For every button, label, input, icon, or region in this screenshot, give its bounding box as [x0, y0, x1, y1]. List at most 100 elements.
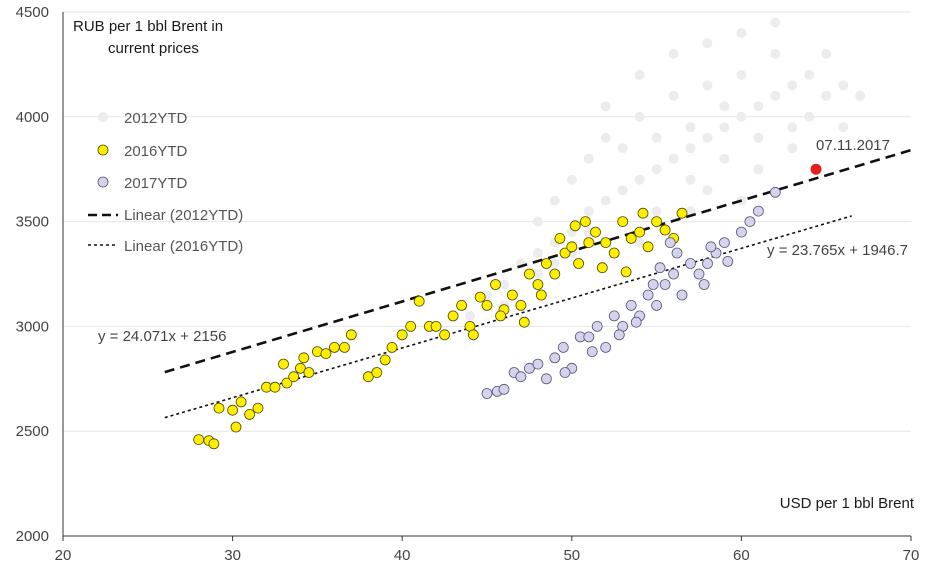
point-2012ytd-15 [634, 174, 645, 185]
x-axis-label: USD per 1 bbl Brent [780, 495, 915, 512]
point-2012ytd-40 [838, 122, 849, 133]
point-2016ytd-57 [642, 241, 654, 253]
point-2016ytd-5 [230, 421, 242, 433]
point-2017ytd-43 [698, 279, 710, 290]
point-2016ytd-6 [235, 396, 247, 408]
point-2012ytd-14 [617, 143, 628, 154]
point-2012ytd-33 [787, 80, 798, 91]
point-2017ytd-7 [541, 373, 552, 385]
point-2012ytd-22 [685, 122, 696, 133]
point-2012ytd-49 [787, 122, 798, 133]
point-2016ytd-32 [447, 310, 459, 322]
point-2012ytd-1 [499, 279, 509, 290]
point-2016ytd-21 [345, 329, 357, 341]
point-2017ytd-20 [651, 299, 662, 311]
highlight-point [809, 162, 823, 176]
point-2016ytd-51 [590, 226, 601, 238]
point-2016ytd-10 [269, 381, 281, 393]
point-2012ytd-46 [685, 174, 696, 185]
point-2017ytd-17 [625, 299, 637, 311]
point-2012ytd-58 [532, 269, 543, 279]
point-2016ytd-47 [566, 241, 578, 253]
trendlines [164, 148, 912, 419]
point-2017ytd-26 [702, 258, 713, 269]
point-2012ytd-9 [583, 206, 594, 217]
point-2016ytd-11 [278, 358, 289, 370]
point-2016ytd-0 [193, 434, 205, 446]
point-2012ytd-8 [566, 174, 577, 185]
point-2016ytd-31 [439, 329, 451, 341]
legend: 2012YTD 2016YTD 2017YTD Linear (2012YTD)… [88, 110, 243, 255]
point-2017ytd-23 [676, 289, 688, 301]
point-2012ytd-29 [753, 101, 764, 112]
point-2012ytd-12 [600, 132, 611, 143]
point-2012ytd-28 [736, 69, 747, 80]
point-2016ytd-64 [495, 310, 507, 322]
point-2012ytd-25 [719, 122, 730, 133]
point-2017ytd-38 [613, 329, 625, 341]
y-axis-label-line1: RUB per 1 bbl Brent in [73, 18, 223, 35]
point-2017ytd-4 [515, 371, 527, 383]
point-2012ytd-17 [651, 164, 662, 175]
point-2016ytd-24 [379, 354, 391, 366]
point-2012ytd-23 [702, 132, 713, 143]
point-2016ytd-16 [303, 367, 315, 378]
point-2016ytd-65 [467, 329, 479, 341]
point-2016ytd-66 [569, 220, 581, 232]
point-2017ytd-29 [736, 226, 747, 238]
point-2012ytd-48 [753, 164, 764, 175]
point-2016ytd-44 [549, 268, 561, 280]
point-2016ytd-68 [620, 266, 632, 278]
y-tick-label-3000: 3000 [16, 318, 49, 335]
x-tick-label-70: 70 [903, 547, 920, 564]
point-2012ytd-26 [719, 101, 730, 112]
point-2012ytd-30 [753, 132, 764, 143]
point-2016ytd-62 [518, 316, 530, 328]
point-2017ytd-40 [705, 241, 717, 253]
point-2012ytd-39 [838, 80, 849, 91]
point-2016ytd-54 [617, 216, 629, 228]
point-2012ytd-10 [583, 153, 594, 164]
point-2012ytd-47 [719, 153, 730, 164]
point-2012ytd-59 [685, 206, 696, 217]
point-2012ytd-55 [770, 17, 781, 28]
point-2016ytd-28 [413, 295, 425, 307]
point-2012ytd-20 [668, 90, 679, 101]
point-2012ytd-21 [685, 143, 696, 154]
series-2017ytd [481, 186, 781, 399]
point-2016ytd-42 [532, 279, 544, 290]
legend-label-2012ytd: 2012YTD [124, 110, 188, 127]
point-2012ytd-41 [855, 90, 866, 101]
point-2016ytd-22 [362, 371, 374, 383]
legend-marker-2016ytd [97, 144, 109, 156]
point-2017ytd-2 [498, 383, 510, 395]
point-2016ytd-3 [213, 402, 225, 414]
point-2012ytd-18 [651, 132, 662, 143]
point-2012ytd-53 [702, 38, 713, 49]
point-2016ytd-7 [244, 408, 256, 420]
point-2012ytd-56 [465, 310, 475, 321]
point-2012ytd-3 [532, 248, 543, 258]
point-2016ytd-53 [608, 247, 620, 259]
point-2016ytd-45 [554, 232, 566, 244]
point-2012ytd-37 [821, 90, 832, 101]
point-2016ytd-30 [430, 320, 442, 332]
point-2017ytd-30 [744, 216, 756, 228]
point-2012ytd-19 [668, 153, 679, 164]
point-2017ytd-12 [583, 331, 595, 343]
point-2017ytd-37 [586, 346, 598, 358]
point-2016ytd-46 [559, 247, 571, 259]
point-2016ytd-14 [294, 362, 306, 374]
point-2016ytd-58 [651, 216, 662, 228]
point-2016ytd-50 [583, 237, 595, 249]
point-2016ytd-67 [596, 262, 608, 274]
highlight-point-label: 07.11.2017 [816, 137, 890, 154]
point-2017ytd-14 [600, 341, 612, 353]
point-2017ytd-35 [671, 247, 683, 259]
axes: 2000 2500 3000 3500 4000 4500 20 30 40 50 60 70 [16, 4, 920, 564]
point-2012ytd-38 [821, 48, 832, 59]
point-2017ytd-22 [668, 268, 679, 280]
point-2016ytd-2 [208, 438, 220, 450]
point-2017ytd-36 [559, 367, 571, 378]
point-2017ytd-28 [719, 237, 730, 249]
